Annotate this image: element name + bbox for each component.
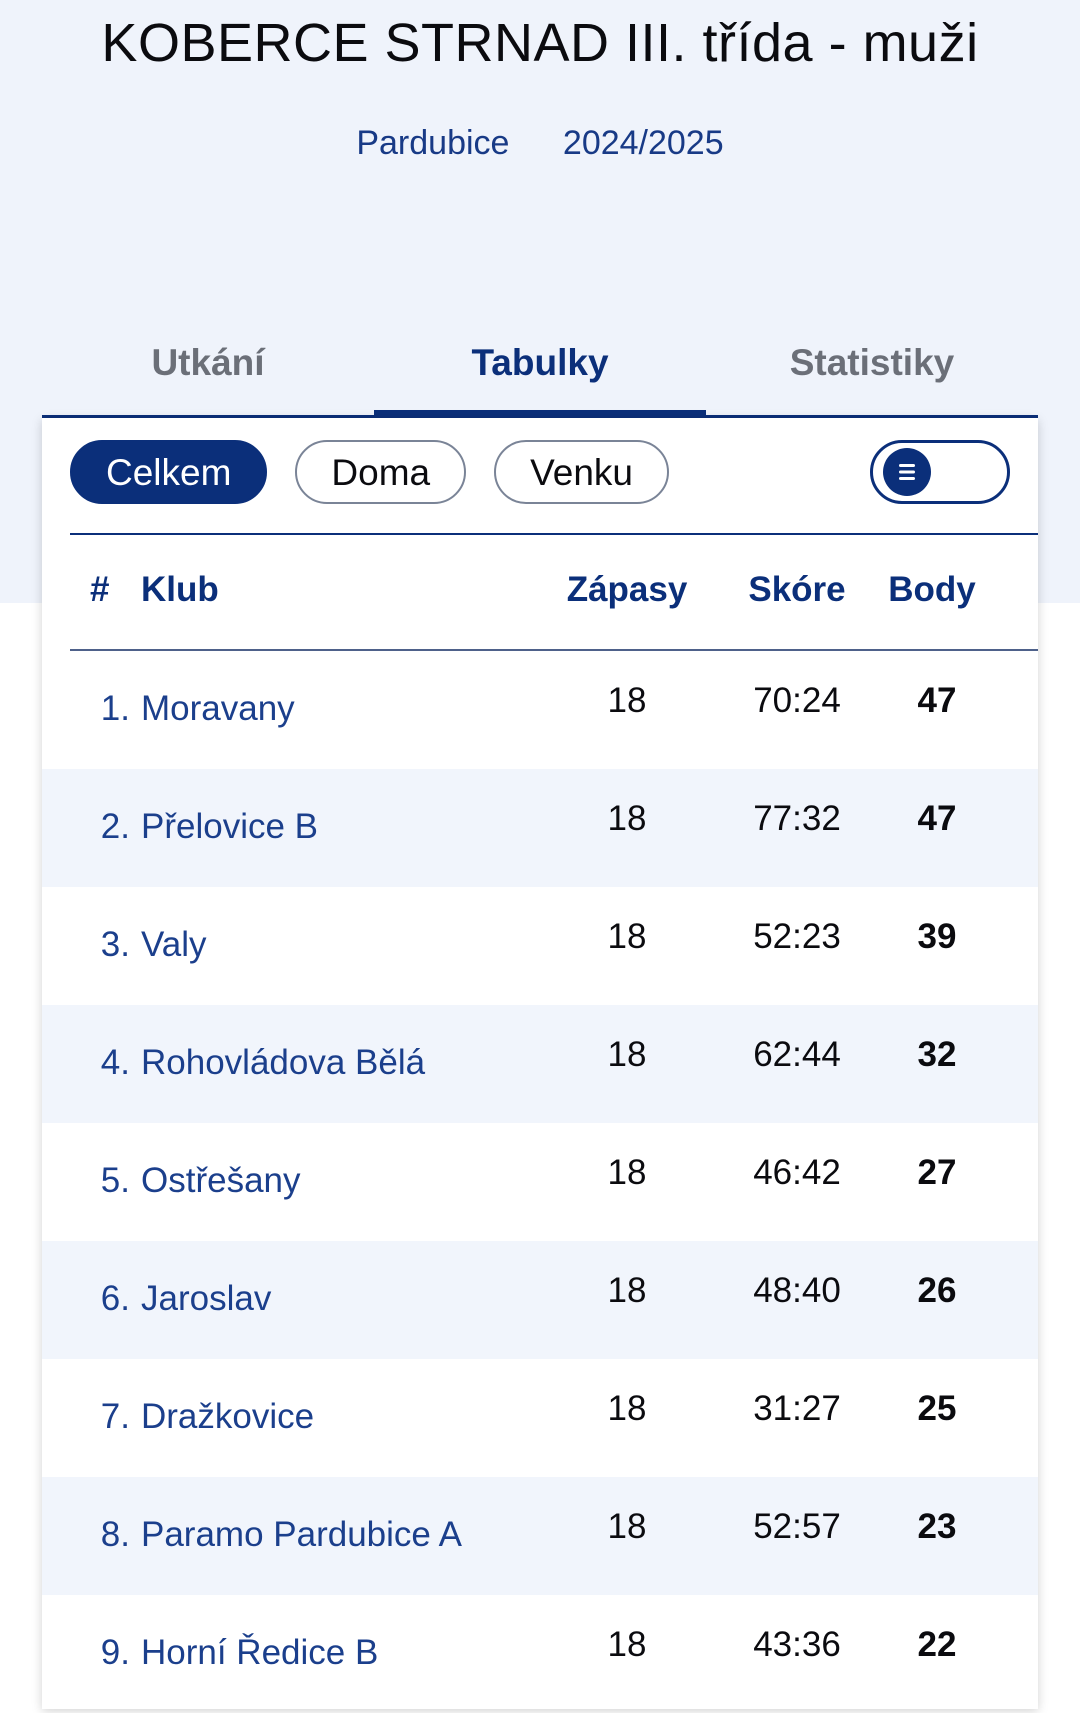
filter-divider (70, 533, 1038, 535)
column-header-games[interactable]: Zápasy (566, 570, 688, 609)
games-cell: 18 (607, 1035, 647, 1074)
rank-cell: 8. (100, 1515, 130, 1554)
rank-cell: 3. (100, 925, 130, 964)
points-cell: 39 (917, 917, 957, 956)
column-header-score[interactable]: Skóre (748, 570, 846, 609)
league-meta: Pardubice 2024/2025 (0, 124, 1080, 163)
points-cell: 25 (917, 1389, 957, 1428)
games-cell: 18 (607, 1507, 647, 1546)
table-row[interactable]: 5. Ostřešany 18 46:42 27 (42, 1123, 1038, 1241)
table-row[interactable]: 2. Přelovice B 18 77:32 47 (42, 769, 1038, 887)
points-cell: 27 (917, 1153, 957, 1192)
club-cell[interactable]: Moravany (141, 689, 295, 728)
club-cell[interactable]: Jaroslav (141, 1279, 272, 1318)
season-label: 2024/2025 (562, 124, 724, 162)
filter-group: Celkem Doma Venku (70, 440, 669, 504)
list-icon (883, 448, 931, 496)
points-cell: 23 (917, 1507, 957, 1546)
score-cell: 70:24 (753, 681, 841, 720)
filter-doma-button[interactable]: Doma (295, 440, 467, 504)
score-cell: 48:40 (753, 1271, 841, 1310)
table-row[interactable]: 9. Horní Ředice B 18 43:36 22 (42, 1595, 1038, 1713)
table-row[interactable]: 8. Paramo Pardubice A 18 52:57 23 (42, 1477, 1038, 1595)
table-row[interactable]: 4. Rohovládova Bělá 18 62:44 32 (42, 1005, 1038, 1123)
points-cell: 32 (917, 1035, 957, 1074)
rank-cell: 2. (100, 807, 130, 846)
rank-cell: 9. (100, 1633, 130, 1672)
table-row[interactable]: 3. Valy 18 52:23 39 (42, 887, 1038, 1005)
score-cell: 77:32 (753, 799, 841, 838)
rank-cell: 4. (100, 1043, 130, 1082)
games-cell: 18 (607, 681, 647, 720)
table-row[interactable]: 1. Moravany 18 70:24 47 (42, 651, 1038, 769)
score-cell: 46:42 (753, 1153, 841, 1192)
table-header: # Klub Zápasy Skóre Body (42, 535, 1038, 645)
header-divider (70, 649, 1038, 651)
rank-cell: 7. (100, 1397, 130, 1436)
tab-utkani[interactable]: Utkání (151, 342, 265, 383)
column-header-club: Klub (141, 570, 219, 609)
column-header-points[interactable]: Body (888, 570, 976, 609)
score-cell: 31:27 (753, 1389, 841, 1428)
filter-venku-button[interactable]: Venku (494, 440, 669, 504)
club-cell[interactable]: Dražkovice (141, 1397, 315, 1436)
rank-cell: 6. (100, 1279, 130, 1318)
score-cell: 52:57 (753, 1507, 841, 1546)
games-cell: 18 (607, 1271, 647, 1310)
column-header-rank: # (90, 570, 110, 609)
rank-cell: 1. (100, 689, 130, 728)
view-toggle[interactable] (870, 440, 1010, 504)
table-row[interactable]: 7. Dražkovice 18 31:27 25 (42, 1359, 1038, 1477)
games-cell: 18 (607, 799, 647, 838)
games-cell: 18 (607, 1625, 647, 1664)
score-cell: 52:23 (753, 917, 841, 956)
club-cell[interactable]: Přelovice B (141, 807, 319, 846)
club-cell[interactable]: Valy (141, 925, 207, 964)
standings-card: Celkem Doma Venku # Klub Zápasy Skóre Bo… (42, 418, 1038, 1709)
club-cell[interactable]: Rohovládova Bělá (141, 1043, 426, 1082)
tab-bar: Utkání Tabulky Statistiky (42, 330, 1038, 418)
club-cell[interactable]: Horní Ředice B (141, 1633, 379, 1672)
score-cell: 43:36 (753, 1625, 841, 1664)
table-row[interactable]: 6. Jaroslav 18 48:40 26 (42, 1241, 1038, 1359)
points-cell: 47 (917, 799, 957, 838)
rank-cell: 5. (100, 1161, 130, 1200)
region-label: Pardubice (356, 124, 510, 162)
points-cell: 26 (917, 1271, 957, 1310)
tab-tabulky[interactable]: Tabulky (374, 330, 706, 418)
page-title: KOBERCE STRNAD III. třída - muži (101, 13, 979, 73)
club-cell[interactable]: Paramo Pardubice A (141, 1515, 463, 1554)
filter-celkem-button[interactable]: Celkem (70, 440, 268, 504)
points-cell: 47 (917, 681, 957, 720)
games-cell: 18 (607, 917, 647, 956)
games-cell: 18 (607, 1153, 647, 1192)
score-cell: 62:44 (753, 1035, 841, 1074)
club-cell[interactable]: Ostřešany (141, 1161, 301, 1200)
points-cell: 22 (917, 1625, 957, 1664)
tab-statistiky[interactable]: Statistiky (789, 342, 955, 383)
games-cell: 18 (607, 1389, 647, 1428)
standings-table-body: 1. Moravany 18 70:24 47 2. Přelovice B 1… (42, 651, 1038, 1713)
